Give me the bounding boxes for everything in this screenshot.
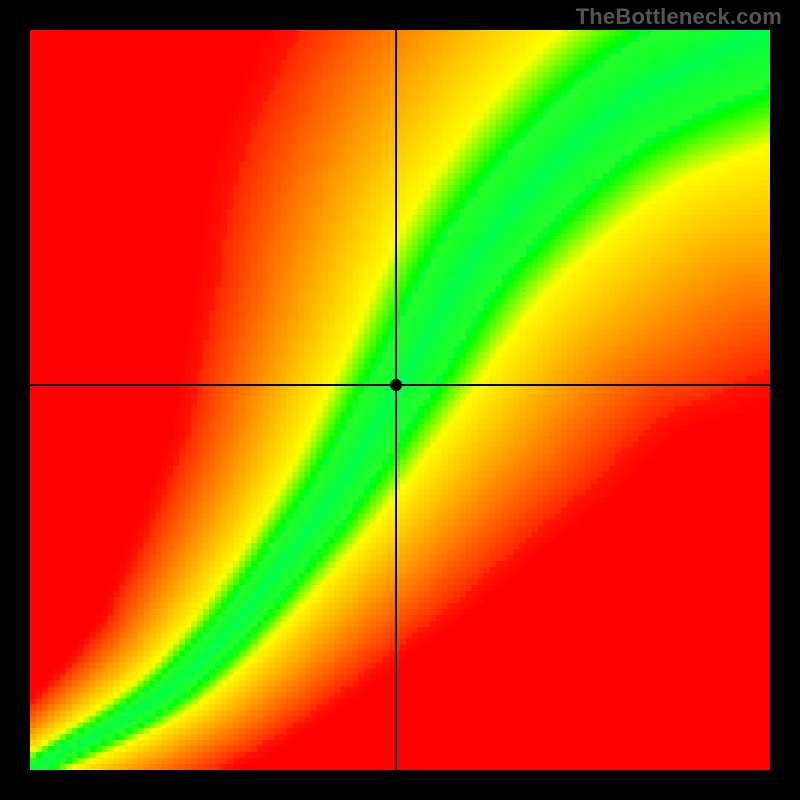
bottleneck-heatmap xyxy=(30,30,770,770)
crosshair-vertical xyxy=(395,30,397,770)
watermark-text: TheBottleneck.com xyxy=(576,4,782,30)
figure-stage: TheBottleneck.com xyxy=(0,0,800,800)
